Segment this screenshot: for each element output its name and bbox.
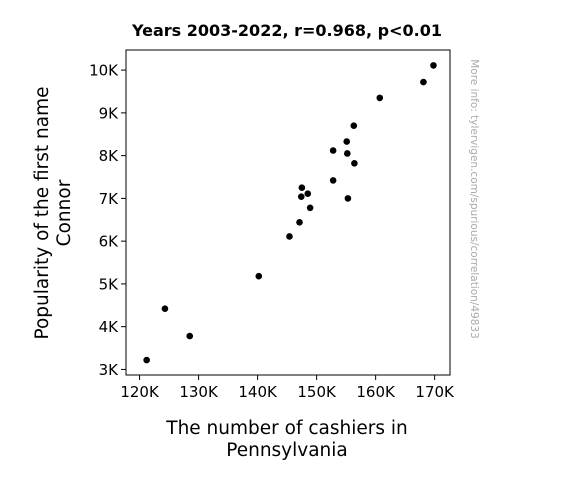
plot-area [125, 49, 451, 376]
data-point [430, 62, 437, 69]
data-point [143, 356, 150, 364]
data-point [255, 272, 263, 280]
x-axis-label-line-2: Pennsylvania [226, 440, 348, 461]
chart-title: Years 2003-2022, r=0.968, p<0.01 [131, 21, 442, 40]
y-tick-label: 5K [99, 275, 120, 293]
data-point [329, 177, 337, 184]
data-point [296, 219, 303, 226]
y-tick-label: 8K [99, 147, 120, 165]
x-tick-label: 160K [356, 383, 396, 401]
data-point [376, 94, 384, 102]
data-point [297, 193, 305, 200]
data-point [161, 305, 169, 313]
data-point [344, 195, 352, 202]
y-axis-label-line-2: Connor [54, 179, 75, 246]
x-axis: 120K 130K 140K 150K 160K 170K [120, 375, 455, 401]
x-axis-label-line-1: The number of cashiers in [165, 418, 407, 439]
y-tick-label: 3K [99, 361, 120, 379]
data-point [304, 190, 312, 197]
data-point [298, 184, 306, 191]
y-axis-label-line-1: Popularity of the first name [32, 86, 53, 339]
data-point [350, 122, 358, 129]
y-tick-label: 9K [99, 104, 120, 122]
y-tick-label: 6K [99, 233, 120, 251]
x-tick-label: 130K [179, 383, 219, 401]
x-tick-label: 140K [238, 383, 278, 401]
data-point [420, 78, 427, 86]
y-tick-label: 7K [99, 190, 120, 208]
watermark-text: More info: tylervigen.com/spurious/corre… [468, 59, 480, 339]
data-point [344, 150, 351, 157]
y-tick-label: 4K [99, 318, 120, 336]
data-point [329, 147, 337, 154]
data-point [351, 160, 358, 167]
data-point [286, 233, 293, 240]
x-tick-label: 150K [297, 383, 337, 401]
x-tick-label: 120K [120, 383, 160, 401]
x-tick-label: 170K [415, 383, 455, 401]
y-tick-label: 10K [89, 62, 119, 80]
data-points [143, 62, 437, 364]
data-point [186, 332, 194, 340]
data-point [343, 138, 351, 145]
data-point [306, 204, 314, 212]
y-axis: 3K 4K 5K 6K 7K 8K 9K 10K [89, 62, 126, 379]
